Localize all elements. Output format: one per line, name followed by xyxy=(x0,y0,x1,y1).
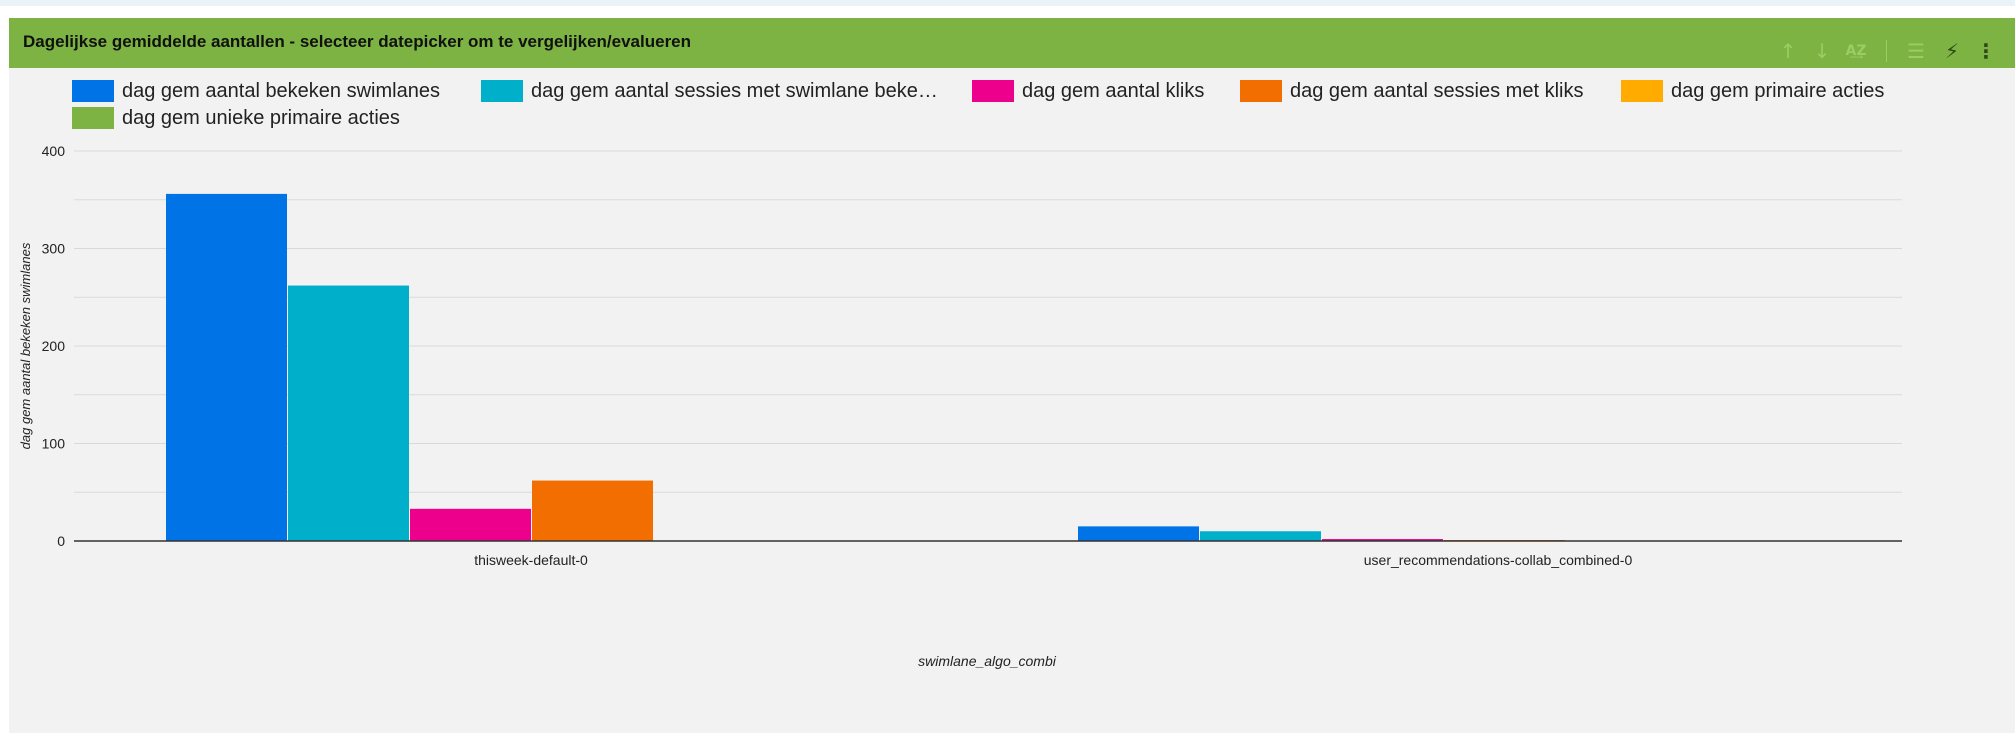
legend-label: dag gem aantal sessies met kliks xyxy=(1290,80,1584,102)
x-axis-title: swimlane_algo_combi xyxy=(918,653,1057,669)
legend-item[interactable]: dag gem aantal sessies met kliks xyxy=(1240,80,1583,102)
x-tick-label: thisweek-default-0 xyxy=(474,552,588,568)
arrow-down-icon[interactable]: ↓ xyxy=(1813,39,1831,63)
bar[interactable] xyxy=(166,193,287,541)
more-vert-icon[interactable]: ⋮ xyxy=(1976,39,1996,63)
legend-swatch xyxy=(1240,80,1282,102)
legend-swatch xyxy=(481,80,523,102)
legend-label: dag gem aantal bekeken swimlanes xyxy=(122,80,440,102)
bolt-icon[interactable]: ⚡ xyxy=(1944,39,1960,63)
bar[interactable] xyxy=(532,480,653,541)
legend-item[interactable]: dag gem aantal bekeken swimlanes xyxy=(72,80,440,102)
y-tick-label: 300 xyxy=(42,241,66,257)
y-axis-title: dag gem aantal bekeken swimlanes xyxy=(18,242,33,449)
bar[interactable] xyxy=(1200,531,1321,541)
legend-label: dag gem aantal sessies met swimlane beke… xyxy=(531,80,938,102)
x-tick-label: user_recommendations-collab_combined-0 xyxy=(1364,552,1633,568)
sort-az-icon[interactable]: A͢Z xyxy=(1845,43,1867,59)
legend-label: dag gem unieke primaire acties xyxy=(122,107,400,129)
chart-panel: Dagelijkse gemiddelde aantallen - select… xyxy=(9,18,2015,733)
legend-swatch xyxy=(72,80,114,102)
y-tick-label: 100 xyxy=(42,436,66,452)
legend-label: dag gem aantal kliks xyxy=(1022,80,1205,102)
y-tick-label: 0 xyxy=(57,533,65,549)
legend-swatch xyxy=(72,107,114,129)
arrow-up-icon[interactable]: ↑ xyxy=(1779,39,1797,63)
toolbar-divider xyxy=(1886,40,1887,62)
top-strip xyxy=(0,0,2015,6)
bar[interactable] xyxy=(1322,539,1443,541)
legend-item[interactable]: dag gem primaire acties xyxy=(1621,80,1884,102)
panel-title: Dagelijkse gemiddelde aantallen - select… xyxy=(23,32,692,51)
bar[interactable] xyxy=(288,285,409,541)
legend-item[interactable]: dag gem unieke primaire acties xyxy=(72,107,400,129)
legend-item[interactable]: dag gem aantal sessies met swimlane beke… xyxy=(481,80,938,102)
panel-header: Dagelijkse gemiddelde aantallen - select… xyxy=(9,18,2015,68)
legend-swatch xyxy=(972,80,1014,102)
y-tick-label: 200 xyxy=(42,338,66,354)
legend-swatch xyxy=(1621,80,1663,102)
filter-icon[interactable]: ☰ xyxy=(1907,39,1925,63)
legend-item[interactable]: dag gem aantal kliks xyxy=(972,80,1204,102)
bar-chart: 0 100 200 300 400 thisweek-default-0 user_rec… xyxy=(18,143,1902,669)
y-tick-label: 400 xyxy=(42,143,66,159)
bar[interactable] xyxy=(410,508,531,541)
legend-label: dag gem primaire acties xyxy=(1671,80,1885,102)
bar[interactable] xyxy=(1078,526,1199,541)
